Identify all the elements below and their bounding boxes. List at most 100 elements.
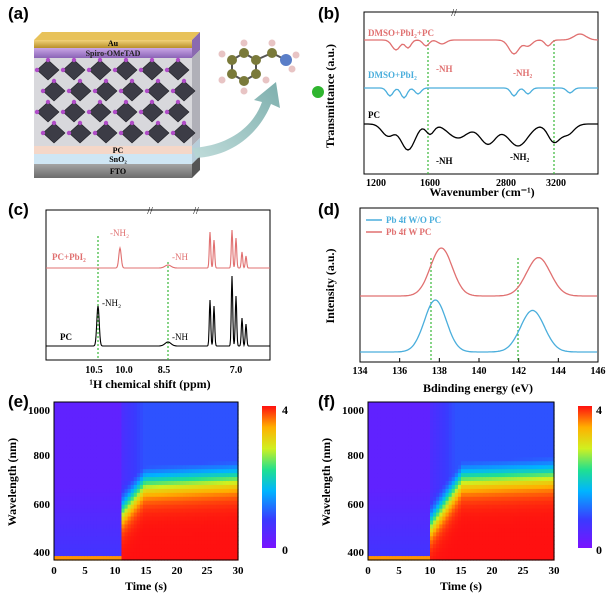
heatmap-e-area	[54, 402, 239, 561]
panel-d-label: (d)	[318, 200, 340, 219]
xps-ylabel: Intensity (a.u.)	[323, 248, 337, 323]
iodide-atom-icon	[155, 78, 161, 84]
iodide-atom-icon	[45, 99, 51, 105]
iodide-ion-icon	[312, 86, 324, 98]
hm-f-xtick: 25	[518, 565, 530, 577]
fto-label: FTO	[110, 167, 126, 176]
ftir-series-line	[364, 33, 599, 55]
nmr-legend: PC	[60, 332, 72, 342]
iodide-atom-icon	[40, 130, 46, 136]
hm-e-xtick: 10	[110, 565, 122, 577]
iodide-atom-icon	[118, 130, 124, 136]
octahedron-icon	[114, 101, 138, 123]
nmr-legend: PC+PbI₂	[52, 252, 86, 262]
iodide-atom-icon	[123, 99, 129, 105]
nmr-tick: 8.5	[158, 365, 171, 376]
iodide-atom-icon	[164, 109, 170, 115]
octahedron-icon	[146, 122, 170, 144]
iodide-atom-icon	[60, 109, 66, 115]
curved-arrow-icon	[192, 82, 280, 158]
panel-c-label: (c)	[8, 200, 29, 219]
ftir-series-line	[364, 123, 598, 151]
xps-tick: 138	[432, 366, 447, 377]
xps-legend: Pb 4f W/O PC	[386, 215, 441, 225]
octahedron-icon	[68, 122, 92, 144]
iodide-atom-icon	[97, 57, 103, 63]
iodide-atom-icon	[170, 88, 176, 94]
ftir-legend: PC	[368, 110, 380, 120]
ftir-annotation: -NH	[436, 64, 453, 74]
iodide-atom-icon	[60, 67, 66, 73]
octahedron-icon	[94, 122, 118, 144]
nmr-xlabel: ¹H chemical shift (ppm)	[89, 377, 210, 391]
hm-f-xtick: 20	[487, 565, 499, 577]
colorbar-e	[262, 406, 276, 548]
heatmap-e: 4 0 0 5 10 15 20 25 30 400 600 800 1000 …	[5, 401, 288, 593]
svg-text://: //	[193, 206, 199, 217]
octahedron-icon	[140, 59, 164, 81]
iodide-atom-icon	[175, 57, 181, 63]
iodide-atom-icon	[86, 67, 92, 73]
colorbar-f-min: 0	[596, 543, 602, 557]
nmr-series-line	[46, 275, 270, 348]
hm-e-ytick: 800	[34, 450, 51, 462]
colorbar-e-min: 0	[282, 543, 288, 557]
xps-chart: Intensity (a.u.) Bdinding energy (eV) 13…	[323, 207, 606, 395]
fto-layer	[34, 164, 192, 178]
iodide-atom-icon	[92, 130, 98, 136]
hm-e-xtick: 0	[51, 565, 57, 577]
iodide-atom-icon	[181, 78, 187, 84]
octahedron-icon	[36, 101, 60, 123]
hm-f-ytick: 800	[348, 450, 365, 462]
nmr-annotation: -NH	[172, 332, 188, 342]
octahedron-icon	[42, 122, 66, 144]
colorbar-f	[578, 406, 592, 548]
nmr-series-line	[46, 229, 270, 269]
ftir-annotation: -NH	[436, 156, 453, 166]
ftir-tick: 1200	[366, 178, 386, 189]
device-schematic: Au Spiro-OMeTAD PC SnO₂ FTO	[34, 32, 324, 178]
hm-f-xtick: 15	[456, 565, 468, 577]
iodide-atom-icon	[129, 78, 135, 84]
xps-tick: 144	[551, 366, 566, 377]
iodide-atom-icon	[149, 57, 155, 63]
xps-tick: 134	[353, 366, 368, 377]
iodide-atom-icon	[77, 120, 83, 126]
ftir-xlabel: Wavenumber (cm⁻¹)	[429, 185, 534, 199]
iodide-atom-icon	[51, 120, 57, 126]
ftir-tick: 1600	[420, 178, 440, 189]
octahedron-icon	[94, 80, 118, 102]
xps-series-line	[360, 247, 597, 297]
iodide-atom-icon	[51, 78, 57, 84]
hm-e-xtick: 25	[202, 565, 214, 577]
iodide-atom-icon	[86, 109, 92, 115]
hm-e-xtick: 5	[82, 565, 88, 577]
hm-e-ytick: 1000	[28, 405, 51, 417]
xps-tick: 146	[591, 366, 606, 377]
ftir-annotation: -NH₂	[510, 152, 529, 162]
colorbar-e-max: 4	[282, 403, 288, 417]
nmr-annotation: -NH₂	[110, 228, 129, 238]
octahedron-icon	[88, 59, 112, 81]
iodide-atom-icon	[103, 120, 109, 126]
octahedron-icon	[88, 101, 112, 123]
xps-series-line	[360, 299, 597, 353]
ftir-ylabel: Transmittance (a.u.)	[323, 44, 337, 148]
sno2-label: SnO₂	[109, 155, 127, 164]
iodide-atom-icon	[71, 99, 77, 105]
iodide-atom-icon	[138, 67, 144, 73]
hm-f-xlabel: Time (s)	[440, 579, 482, 593]
panel-a-label: (a)	[8, 4, 29, 23]
iodide-atom-icon	[138, 109, 144, 115]
hm-f-ytick: 400	[348, 547, 365, 559]
ftir-annotation: -NH₂	[513, 68, 532, 78]
xps-tick: 142	[511, 366, 526, 377]
panel-f-label: (f)	[318, 392, 335, 411]
iodide-atom-icon	[66, 130, 72, 136]
au-layer	[34, 40, 192, 48]
octahedron-icon	[120, 122, 144, 144]
ftir-tick: 2800	[496, 178, 516, 189]
iodide-atom-icon	[149, 99, 155, 105]
iodide-atom-icon	[144, 130, 150, 136]
iodide-atom-icon	[175, 99, 181, 105]
